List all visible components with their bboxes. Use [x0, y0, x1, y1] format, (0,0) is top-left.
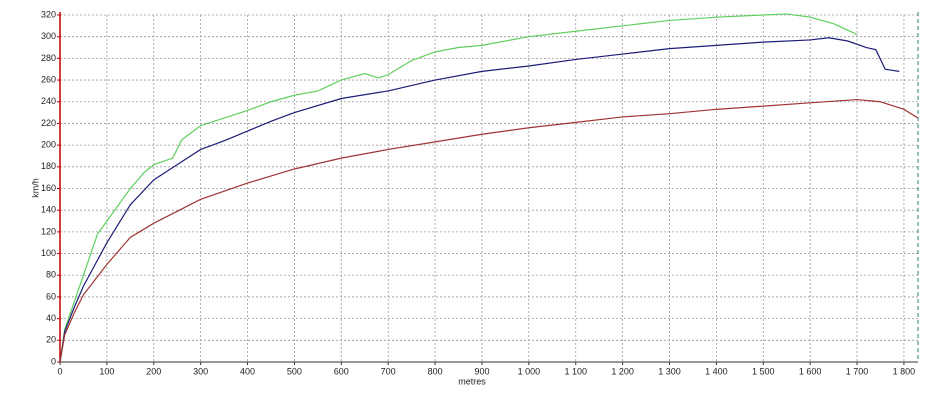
x-tick-label: 800: [428, 366, 443, 376]
x-tick-label: 500: [287, 366, 302, 376]
x-tick-label: 1 200: [611, 366, 634, 376]
y-tick-label: 80: [46, 270, 56, 280]
series-line: [59, 37, 900, 363]
y-tick-label: 240: [41, 96, 56, 106]
y-tick-label: 220: [41, 118, 56, 128]
x-tick-label: 200: [146, 366, 161, 376]
x-tick-label: 100: [99, 366, 114, 376]
x-tick-label: 300: [193, 366, 208, 376]
x-tick-label: 1 000: [518, 366, 541, 376]
y-axis-label: km/h: [30, 178, 40, 198]
y-tick-label: 160: [41, 183, 56, 193]
x-tick-label: 0: [57, 366, 62, 376]
y-tick-label: 0: [51, 356, 56, 366]
y-tick-label: 300: [41, 31, 56, 41]
x-tick-label: 1 700: [846, 366, 869, 376]
x-tick-label: 1 800: [893, 366, 916, 376]
y-tick-label: 180: [41, 161, 56, 171]
x-axis-label: metres: [458, 376, 486, 386]
series-line: [59, 13, 858, 363]
x-tick-label: 1 400: [705, 366, 728, 376]
y-tick-label: 60: [46, 291, 56, 301]
x-tick-label: 600: [334, 366, 349, 376]
y-tick-label: 40: [46, 313, 56, 323]
y-tick-label: 20: [46, 335, 56, 345]
x-tick-label: 900: [474, 366, 489, 376]
x-tick-label: 1 500: [752, 366, 775, 376]
y-tick-label: 280: [41, 53, 56, 63]
series-line: [59, 98, 919, 363]
y-tick-label: 260: [41, 74, 56, 84]
y-tick-label: 320: [41, 9, 56, 19]
x-tick-label: 1 100: [564, 366, 587, 376]
x-tick-label: 1 600: [799, 366, 822, 376]
y-tick-label: 100: [41, 248, 56, 258]
x-tick-label: 700: [381, 366, 396, 376]
y-tick-label: 140: [41, 205, 56, 215]
x-tick-label: 1 300: [658, 366, 681, 376]
y-tick-label: 200: [41, 140, 56, 150]
y-tick-label: 120: [41, 226, 56, 236]
x-tick-label: 400: [240, 366, 255, 376]
